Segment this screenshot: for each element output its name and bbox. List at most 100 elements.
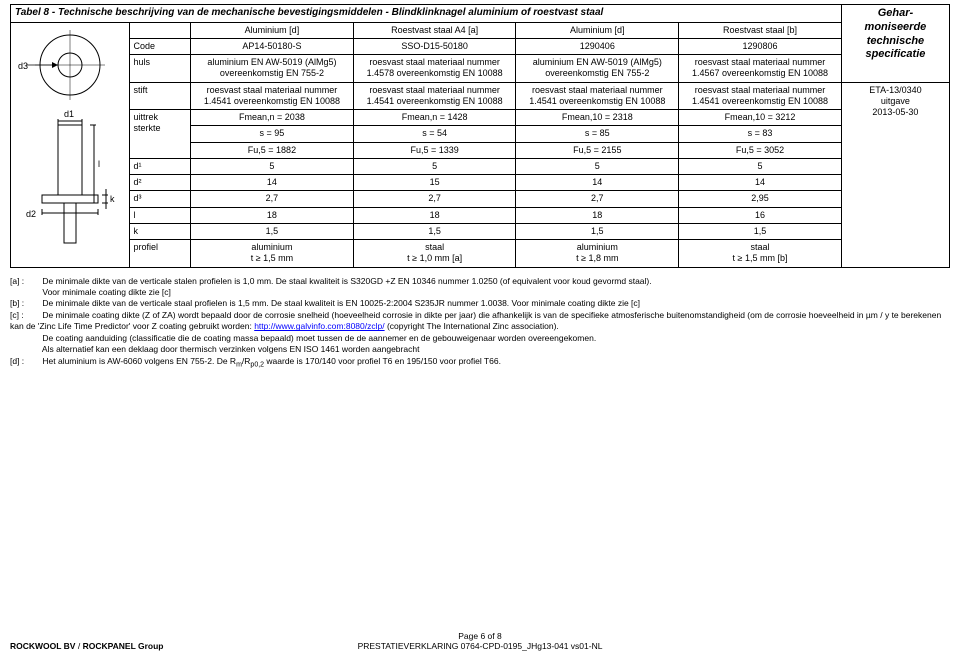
d1-2: 5 xyxy=(353,158,516,174)
eta-l3: 2013-05-30 xyxy=(872,107,918,117)
d1-1: 5 xyxy=(191,158,354,174)
row-d2-label: d² xyxy=(129,175,191,191)
row-code-label: Code xyxy=(129,38,191,54)
page: Tabel 8 - Technische beschrijving van de… xyxy=(0,4,960,658)
d2-4: 14 xyxy=(679,175,842,191)
table-title-row: Tabel 8 - Technische beschrijving van de… xyxy=(11,5,950,23)
note-c-tag: [c] : xyxy=(10,310,40,321)
row-d3-label: d³ xyxy=(129,191,191,207)
uit-r3-1: Fu,5 = 1882 xyxy=(191,142,354,158)
note-a-tag: [a] : xyxy=(10,276,40,287)
side-l2: moniseerde xyxy=(865,21,927,33)
note-c-link[interactable]: http://www.galvinfo.com:8080/zclp/ xyxy=(254,321,384,331)
uit-r2-3: s = 85 xyxy=(516,126,679,142)
huls-4: roesvast staal materiaal nummer 1.4567 o… xyxy=(679,55,842,83)
l-3: 18 xyxy=(516,207,679,223)
l-2: 18 xyxy=(353,207,516,223)
note-d: [d] : Het aluminium is AW-6060 volgens E… xyxy=(10,356,950,370)
d1-3: 5 xyxy=(516,158,679,174)
row-uittrek-label: uittrek sterkte xyxy=(129,110,191,159)
rivet-diagram: d3 d1 l k xyxy=(11,22,130,267)
row-stift-label: stift xyxy=(129,82,191,110)
side-l1: Gehar- xyxy=(878,7,913,19)
uit-r2-1: s = 95 xyxy=(191,126,354,142)
stift-3: roesvast staal materiaal nummer 1.4541 o… xyxy=(516,82,679,110)
k-4: 1,5 xyxy=(679,223,842,239)
col-h-1: Aluminium [d] xyxy=(191,22,354,38)
table-title: Tabel 8 - Technische beschrijving van de… xyxy=(11,5,842,23)
uit-r1-1: Fmean,n = 2038 xyxy=(191,110,354,126)
note-b-tag: [b] : xyxy=(10,298,40,309)
header-empty xyxy=(129,22,191,38)
side-l3: technische xyxy=(867,35,924,47)
diagram-d1-label: d1 xyxy=(64,109,74,119)
note-c-text2: (copyright The International Zinc associ… xyxy=(385,321,559,331)
note-d-sub2: p0,2 xyxy=(250,361,264,368)
note-a-text2: Voor minimale coating dikte zie [c] xyxy=(42,287,171,297)
col-h-3: Aluminium [d] xyxy=(516,22,679,38)
d3-3: 2,7 xyxy=(516,191,679,207)
row-k-label: k xyxy=(129,223,191,239)
uit-r3-2: Fu,5 = 1339 xyxy=(353,142,516,158)
col-h-2: Roestvast staal A4 [a] xyxy=(353,22,516,38)
side-box-eta: ETA-13/0340 uitgave 2013-05-30 xyxy=(841,82,949,267)
d1-4: 5 xyxy=(679,158,842,174)
row-huls: huls aluminium EN AW-5019 (AlMg5) overee… xyxy=(11,55,950,83)
row-d2: d² 14 15 14 14 xyxy=(11,175,950,191)
code-3: 1290406 xyxy=(516,38,679,54)
uit-r1-2: Fmean,n = 1428 xyxy=(353,110,516,126)
diagram-k-label: k xyxy=(110,194,115,204)
code-2: SSO-D15-50180 xyxy=(353,38,516,54)
note-a-text1: De minimale dikte van de verticale stale… xyxy=(42,276,651,286)
uit-r3-4: Fu,5 = 3052 xyxy=(679,142,842,158)
stift-2: roesvast staal materiaal nummer 1.4541 o… xyxy=(353,82,516,110)
diagram-l-label: l xyxy=(98,159,100,169)
l-1: 18 xyxy=(191,207,354,223)
row-d3: d³ 2,7 2,7 2,7 2,95 xyxy=(11,191,950,207)
note-c-text3: De coating aanduiding (classificatie die… xyxy=(42,333,596,343)
row-profiel-label: profiel xyxy=(129,240,191,268)
col-h-4: Roestvast staal [b] xyxy=(679,22,842,38)
stift-1: roesvast staal materiaal nummer 1.4541 o… xyxy=(191,82,354,110)
note-b-text: De minimale dikte van de verticale staal… xyxy=(42,298,640,308)
uit-r1-4: Fmean,10 = 3212 xyxy=(679,110,842,126)
profiel-3: aluminium t ≥ 1,8 mm xyxy=(516,240,679,268)
profiel-2: staal t ≥ 1,0 mm [a] xyxy=(353,240,516,268)
code-1: AP14-50180-S xyxy=(191,38,354,54)
uit-r2-2: s = 54 xyxy=(353,126,516,142)
footnotes: [a] : De minimale dikte van de verticale… xyxy=(10,276,950,370)
row-huls-label: huls xyxy=(129,55,191,83)
huls-2: roesvast staal materiaal nummer 1.4578 o… xyxy=(353,55,516,83)
profiel-4: staal t ≥ 1,5 mm [b] xyxy=(679,240,842,268)
row-d1-label: d¹ xyxy=(129,158,191,174)
side-l4: specificatie xyxy=(865,48,925,60)
row-k: k 1,5 1,5 1,5 1,5 xyxy=(11,223,950,239)
uit-r1-3: Fmean,10 = 2318 xyxy=(516,110,679,126)
note-c-text4: Als alternatief kan een deklaag door the… xyxy=(42,344,420,354)
diagram-d2-label: d2 xyxy=(26,209,36,219)
row-code: Code AP14-50180-S SSO-D15-50180 1290406 … xyxy=(11,38,950,54)
d3-4: 2,95 xyxy=(679,191,842,207)
row-d1: d¹ 5 5 5 5 xyxy=(11,158,950,174)
note-c: [c] : De minimale coating dikte (Z of ZA… xyxy=(10,310,950,356)
d3-1: 2,7 xyxy=(191,191,354,207)
k-2: 1,5 xyxy=(353,223,516,239)
huls-3: aluminium EN AW-5019 (AlMg5) overeenkoms… xyxy=(516,55,679,83)
row-stift: stift roesvast staal materiaal nummer 1.… xyxy=(11,82,950,110)
eta-l1: ETA-13/0340 xyxy=(869,85,921,95)
code-4: 1290806 xyxy=(679,38,842,54)
footer-center-b: PRESTATIEVERKLARING 0764-CPD-0195_JHg13-… xyxy=(358,641,603,651)
note-d-post: waarde is 170/140 voor profiel T6 en 195… xyxy=(264,356,501,366)
row-profiel: profiel aluminium t ≥ 1,5 mm staal t ≥ 1… xyxy=(11,240,950,268)
huls-1: aluminium EN AW-5019 (AlMg5) overeenkoms… xyxy=(191,55,354,83)
footer-center: Page 6 of 8 PRESTATIEVERKLARING 0764-CPD… xyxy=(10,631,950,652)
d2-3: 14 xyxy=(516,175,679,191)
row-uittrek-1: uittrek sterkte Fmean,n = 2038 Fmean,n =… xyxy=(11,110,950,126)
diagram-d3-label: d3 xyxy=(18,61,28,71)
l-4: 16 xyxy=(679,207,842,223)
uit-r2-4: s = 83 xyxy=(679,126,842,142)
profiel-1: aluminium t ≥ 1,5 mm xyxy=(191,240,354,268)
d3-2: 2,7 xyxy=(353,191,516,207)
note-d-pre: Het aluminium is AW-6060 volgens EN 755-… xyxy=(42,356,236,366)
rivet-svg: d3 d1 l k xyxy=(16,25,124,255)
